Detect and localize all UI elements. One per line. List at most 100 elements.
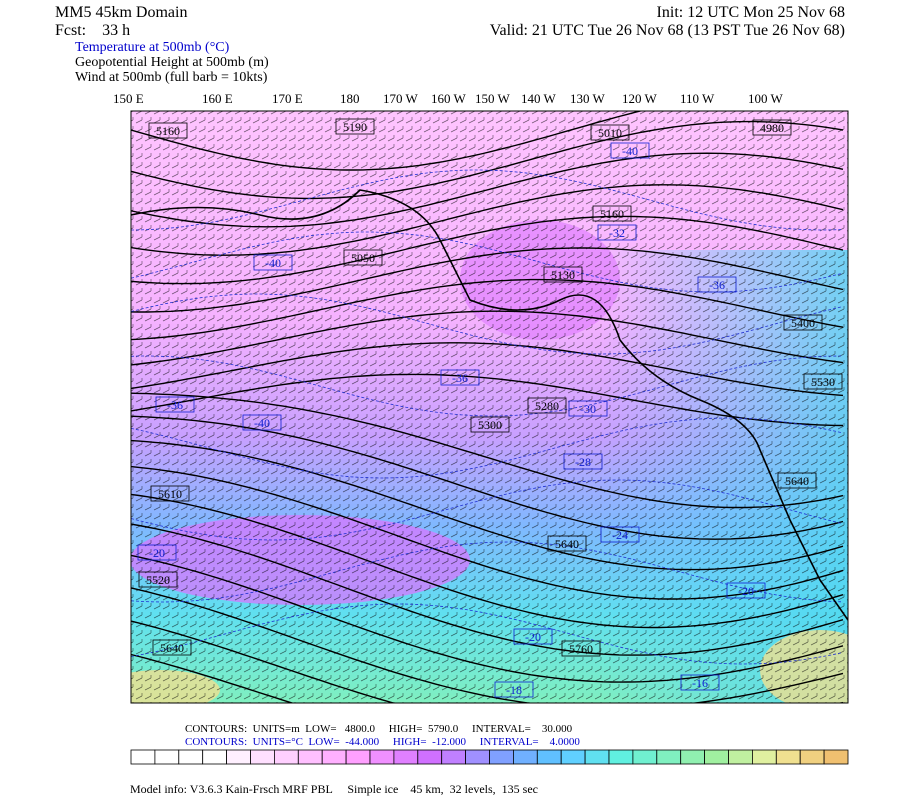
label-box (513, 628, 553, 645)
contour-label: -20 (149, 546, 165, 560)
longitude-label: 120 W (622, 91, 658, 106)
colorbar-box (393, 749, 419, 765)
colorbar-box (321, 749, 347, 765)
temperature-contour-info: CONTOURS: UNITS=°C LOW= -44.000 HIGH= -1… (185, 736, 580, 748)
longitude-label: 100 W (748, 91, 784, 106)
height-contour (131, 111, 644, 171)
height-contour (131, 215, 844, 285)
height-contour-info: CONTOURS: UNITS=m LOW= 4800.0 HIGH= 5790… (185, 723, 573, 735)
label-box (253, 254, 293, 271)
contour-label: -32 (609, 226, 625, 240)
label-box (568, 400, 608, 417)
longitude-label: 170 E (272, 91, 303, 106)
colorbar-box (536, 749, 562, 765)
map-frame (130, 110, 849, 704)
contour-label: 5640 (785, 474, 809, 488)
colorbar-box (202, 749, 227, 765)
colorbar (130, 749, 849, 765)
colorbar-box (704, 749, 729, 765)
label-box (752, 119, 792, 136)
domain: MM5 45km Domain (55, 4, 187, 21)
contour-label: -28 (575, 455, 591, 469)
colorbar-box (441, 749, 467, 765)
height-contour (131, 278, 844, 341)
colorbar-box (584, 749, 610, 765)
contour-label: -30 (580, 402, 596, 416)
label-box (440, 369, 480, 386)
label-box (610, 142, 650, 159)
colorbar-box (130, 749, 156, 765)
colorbar-box (560, 749, 586, 765)
label-box (527, 397, 567, 414)
field-name: Temperature at 500mb (°C) (75, 40, 230, 55)
colorbar-box (680, 749, 706, 765)
longitude-labels: 150 E 160 E 170 E 180 170 W 160 W 150 W 140 W 13… (113, 91, 784, 106)
longitude-label: 180 (340, 91, 360, 106)
label-box (777, 472, 817, 489)
longitude-label: 130 W (570, 91, 606, 106)
temperature-contour (131, 541, 842, 603)
height-contour (131, 523, 844, 656)
init-time: Init: 12 UTC Mon 25 Nov 68 (657, 4, 845, 21)
height-contour (131, 439, 844, 571)
field-list: Temperature at 500mb (°C)Geopotential He… (75, 40, 269, 85)
colorbar-box (178, 749, 204, 765)
label-box (590, 124, 630, 141)
height-contour (131, 653, 295, 703)
forecast: Fcst: 33 h (55, 22, 130, 39)
height-contour (131, 342, 844, 397)
label-box (138, 571, 178, 588)
height-contour (131, 120, 844, 200)
height-contour (131, 310, 844, 366)
label-box (152, 639, 192, 656)
contour-label: 5050 (351, 251, 375, 265)
height-contour (131, 392, 844, 509)
temperature-contour (131, 169, 842, 231)
label-box (494, 681, 534, 698)
label-box (803, 373, 843, 390)
colorbar-box (250, 749, 275, 765)
contour-label: -36 (709, 278, 725, 292)
height-contour (131, 554, 844, 683)
colorbar-box (656, 749, 682, 765)
label-box (155, 396, 195, 413)
contour-label: 4980 (760, 121, 784, 135)
contour-label: 5530 (811, 375, 835, 389)
longitude-label: 150 E (113, 91, 144, 106)
label-box (335, 118, 375, 135)
field-name: Wind at 500mb (full barb = 10kts) (75, 70, 268, 85)
label-box (137, 544, 177, 561)
contour-label: -40 (254, 416, 270, 430)
contour-label: 5760 (569, 642, 593, 656)
label-box (597, 224, 637, 241)
contour-label: -20 (525, 630, 541, 644)
label-box (148, 122, 188, 139)
colorbar-box (273, 749, 299, 765)
colorbar-box (345, 749, 371, 765)
colorbar-box (489, 749, 514, 765)
height-contour (131, 493, 844, 629)
colorbar-box (752, 749, 777, 765)
colorbar-box (799, 749, 825, 765)
contour-label: -36 (167, 398, 183, 412)
longitude-label: 110 W (680, 91, 715, 106)
label-box (563, 453, 603, 470)
contour-label: -20 (738, 584, 754, 598)
height-contour (131, 465, 844, 600)
coastline (131, 189, 848, 621)
colorbar-box (226, 749, 251, 765)
contour-label: 5160 (156, 124, 180, 138)
label-box (150, 485, 190, 502)
label-box (561, 640, 601, 657)
longitude-label: 170 W (383, 91, 419, 106)
label-box (592, 205, 632, 222)
height-contour (131, 373, 844, 427)
contour-labels: 5160 5190 5010 4980 5160 5050 5130 5400 5530 5280… (137, 118, 843, 698)
contour-label: 5640 (555, 537, 579, 551)
label-box (726, 582, 766, 599)
contour-label: 5130 (551, 268, 575, 282)
label-box (600, 526, 640, 543)
colorbar-box (608, 749, 634, 765)
height-contours (131, 111, 844, 703)
